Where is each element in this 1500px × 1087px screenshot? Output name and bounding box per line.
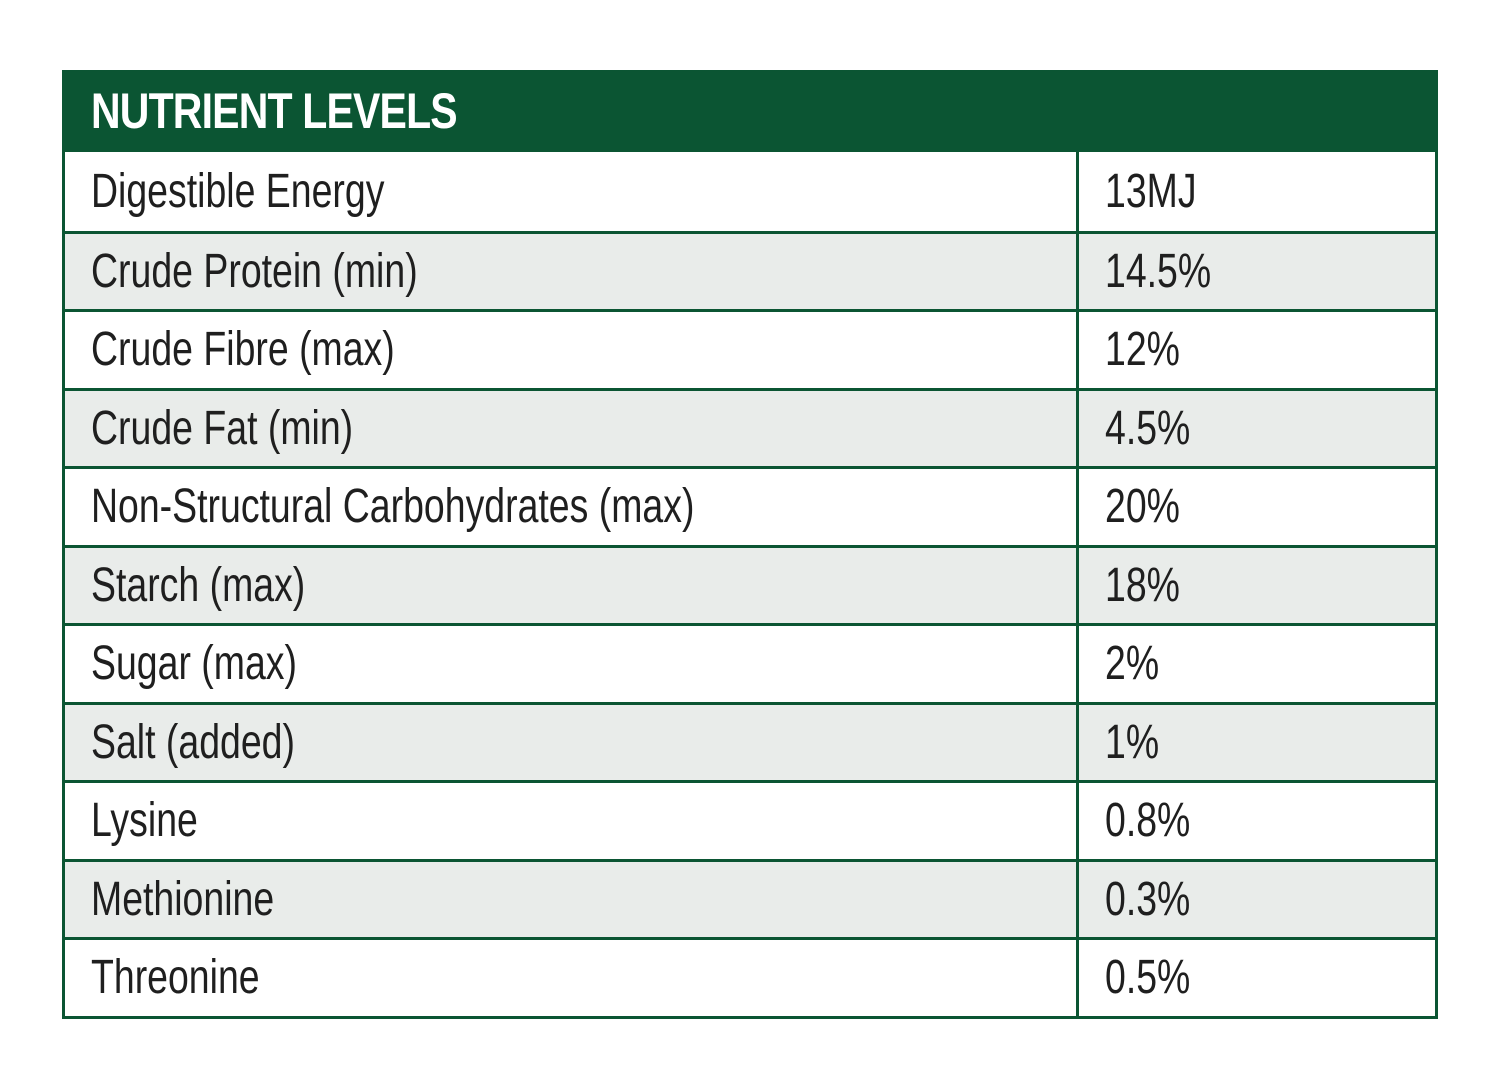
table-row: Methionine 0.3% — [65, 858, 1435, 938]
nutrient-name: Crude Protein (min) — [91, 244, 418, 298]
nutrient-levels-table: NUTRIENT LEVELS Digestible Energy 13MJ C… — [62, 70, 1438, 1019]
nutrient-value: 13MJ — [1105, 164, 1197, 218]
nutrient-name-cell: Crude Fibre (max) — [65, 312, 1079, 388]
nutrient-name: Methionine — [91, 872, 275, 926]
nutrient-value-cell: 20% — [1079, 469, 1435, 545]
table-row: Crude Fibre (max) 12% — [65, 309, 1435, 388]
nutrient-name: Salt (added) — [91, 715, 295, 769]
nutrient-value-cell: 13MJ — [1079, 152, 1435, 231]
table-row: Lysine 0.8% — [65, 780, 1435, 859]
table-row: Non-Structural Carbohydrates (max) 20% — [65, 466, 1435, 545]
nutrient-value: 0.5% — [1105, 951, 1191, 1005]
table-row: Salt (added) 1% — [65, 701, 1435, 781]
nutrient-name-cell: Sugar (max) — [65, 626, 1079, 702]
nutrient-name: Starch (max) — [91, 558, 306, 612]
nutrient-name-cell: Methionine — [65, 861, 1079, 937]
nutrient-name: Digestible Energy — [91, 164, 385, 218]
nutrient-value-cell: 12% — [1079, 312, 1435, 388]
table-title: NUTRIENT LEVELS — [91, 83, 458, 139]
nutrient-name: Non-Structural Carbohydrates (max) — [91, 480, 695, 534]
nutrient-name: Threonine — [91, 951, 260, 1005]
nutrient-value-cell: 0.3% — [1079, 862, 1435, 938]
nutrient-name-cell: Salt (added) — [65, 704, 1079, 780]
nutrient-name-cell: Digestible Energy — [65, 152, 1079, 231]
table-header: NUTRIENT LEVELS — [65, 73, 1435, 152]
nutrient-value-cell: 0.5% — [1079, 940, 1435, 1016]
nutrient-value: 14.5% — [1105, 244, 1212, 298]
nutrient-name: Crude Fibre (max) — [91, 323, 395, 377]
nutrient-name: Lysine — [91, 794, 198, 848]
nutrient-value-cell: 14.5% — [1079, 234, 1435, 310]
nutrient-value: 2% — [1105, 637, 1160, 691]
nutrient-name: Sugar (max) — [91, 637, 297, 691]
table-row: Threonine 0.5% — [65, 937, 1435, 1016]
nutrient-value: 18% — [1105, 558, 1180, 612]
nutrient-value: 1% — [1105, 715, 1160, 769]
table-row: Starch (max) 18% — [65, 544, 1435, 624]
table-row: Crude Fat (min) 4.5% — [65, 387, 1435, 467]
nutrient-name-cell: Threonine — [65, 940, 1079, 1016]
table-row: Digestible Energy 13MJ — [65, 152, 1435, 231]
table-row: Crude Protein (min) 14.5% — [65, 230, 1435, 310]
nutrient-value: 20% — [1105, 480, 1180, 534]
nutrient-value: 12% — [1105, 323, 1180, 377]
nutrient-value: 0.8% — [1105, 794, 1191, 848]
table-body: Digestible Energy 13MJ Crude Protein (mi… — [65, 152, 1435, 1016]
nutrient-value-cell: 18% — [1079, 548, 1435, 624]
nutrient-value-cell: 4.5% — [1079, 391, 1435, 467]
nutrient-name-cell: Non-Structural Carbohydrates (max) — [65, 469, 1079, 545]
nutrient-value: 0.3% — [1105, 872, 1191, 926]
nutrient-name-cell: Lysine — [65, 783, 1079, 859]
nutrient-name-cell: Crude Fat (min) — [65, 390, 1079, 466]
table-row: Sugar (max) 2% — [65, 623, 1435, 702]
nutrient-name: Crude Fat (min) — [91, 401, 354, 455]
nutrient-name-cell: Crude Protein (min) — [65, 233, 1079, 309]
nutrient-value-cell: 2% — [1079, 626, 1435, 702]
nutrient-name-cell: Starch (max) — [65, 547, 1079, 623]
nutrient-value-cell: 1% — [1079, 705, 1435, 781]
nutrient-value-cell: 0.8% — [1079, 783, 1435, 859]
nutrient-value: 4.5% — [1105, 401, 1191, 455]
